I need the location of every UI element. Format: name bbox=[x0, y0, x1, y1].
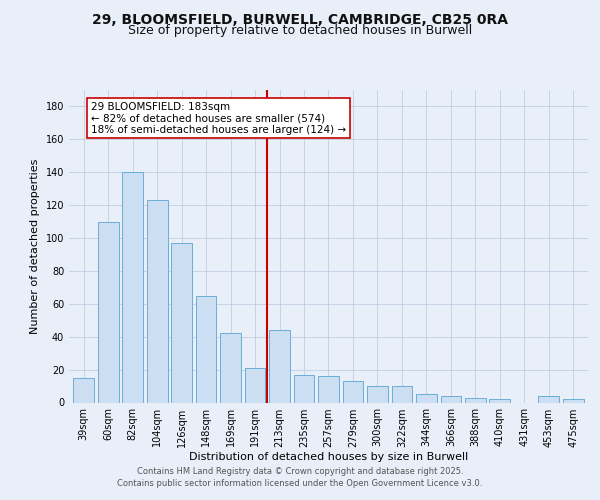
Bar bbox=[122, 172, 143, 402]
Bar bbox=[318, 376, 339, 402]
Bar bbox=[440, 396, 461, 402]
Y-axis label: Number of detached properties: Number of detached properties bbox=[30, 158, 40, 334]
Text: Size of property relative to detached houses in Burwell: Size of property relative to detached ho… bbox=[128, 24, 472, 37]
Text: Contains HM Land Registry data © Crown copyright and database right 2025.: Contains HM Land Registry data © Crown c… bbox=[137, 467, 463, 476]
Bar bbox=[73, 378, 94, 402]
Bar bbox=[563, 399, 584, 402]
Bar bbox=[392, 386, 412, 402]
Text: 29 BLOOMSFIELD: 183sqm
← 82% of detached houses are smaller (574)
18% of semi-de: 29 BLOOMSFIELD: 183sqm ← 82% of detached… bbox=[91, 102, 346, 134]
Bar bbox=[293, 374, 314, 402]
Text: Contains public sector information licensed under the Open Government Licence v3: Contains public sector information licen… bbox=[118, 478, 482, 488]
Bar bbox=[367, 386, 388, 402]
Bar bbox=[465, 398, 486, 402]
X-axis label: Distribution of detached houses by size in Burwell: Distribution of detached houses by size … bbox=[189, 452, 468, 462]
Bar bbox=[196, 296, 217, 403]
Bar bbox=[171, 243, 192, 402]
Bar bbox=[416, 394, 437, 402]
Bar bbox=[538, 396, 559, 402]
Bar bbox=[220, 334, 241, 402]
Bar bbox=[147, 200, 167, 402]
Bar bbox=[343, 381, 364, 402]
Bar bbox=[490, 399, 510, 402]
Text: 29, BLOOMSFIELD, BURWELL, CAMBRIDGE, CB25 0RA: 29, BLOOMSFIELD, BURWELL, CAMBRIDGE, CB2… bbox=[92, 12, 508, 26]
Bar bbox=[269, 330, 290, 402]
Bar bbox=[245, 368, 265, 402]
Bar bbox=[98, 222, 119, 402]
